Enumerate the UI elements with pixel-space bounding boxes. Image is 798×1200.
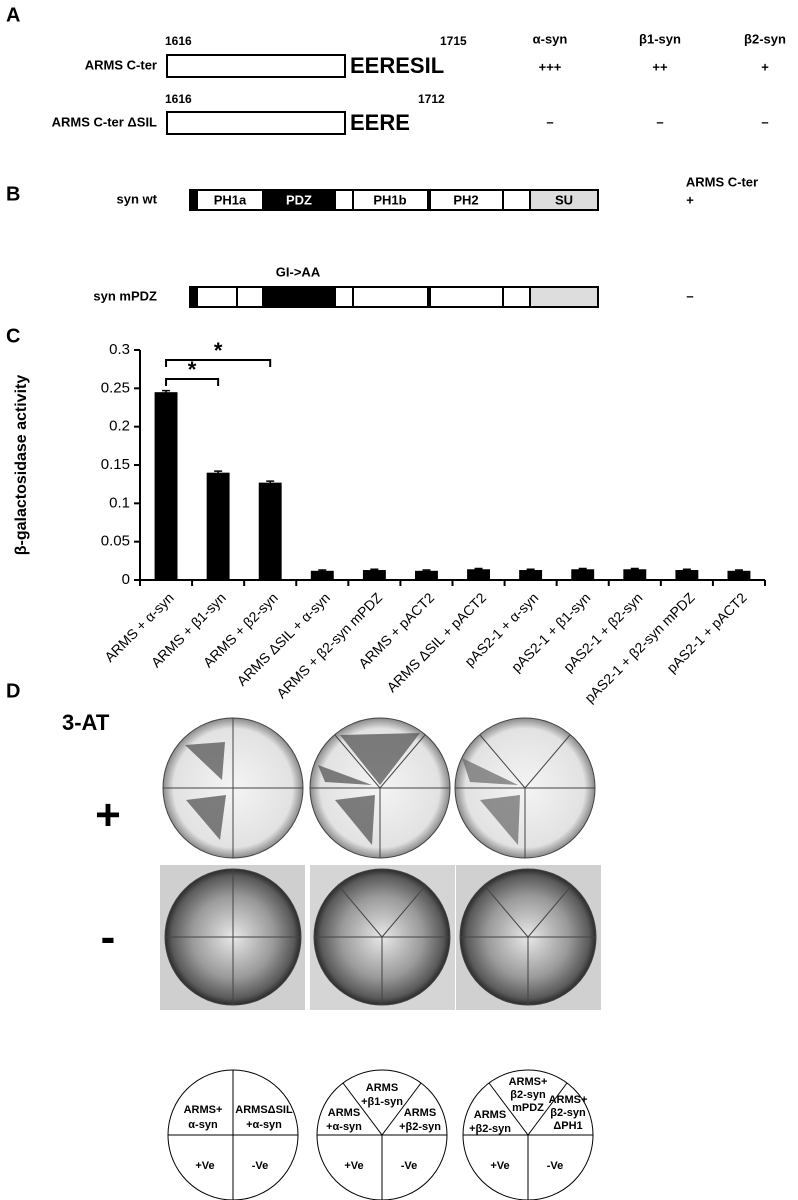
bar bbox=[571, 569, 595, 580]
error-bar bbox=[734, 569, 743, 573]
y-tick-label: 0 bbox=[122, 571, 130, 588]
row-label: - bbox=[101, 913, 116, 962]
sector-label: -Ve bbox=[401, 1160, 418, 1172]
error-bar bbox=[630, 567, 639, 571]
significance-bracket bbox=[165, 378, 220, 386]
result: – bbox=[686, 288, 693, 303]
sector-label: +Ve bbox=[490, 1160, 509, 1172]
result: +++ bbox=[539, 59, 562, 74]
y-axis-label: β-galactosidase activity bbox=[13, 375, 30, 556]
result: – bbox=[656, 114, 663, 129]
domain-label: PDZ bbox=[286, 192, 312, 207]
panel-a: A α-syn β1-syn β2-syn 1616 1715 ARMS C-t… bbox=[6, 4, 786, 135]
sector-label: -Ve bbox=[547, 1160, 564, 1172]
sequence: EERE bbox=[350, 110, 410, 135]
panel-c: C β-galactosidase activity 0 0.05 0.1 0.15 0… bbox=[6, 325, 766, 706]
panel-d: D 3-AT + - bbox=[6, 680, 601, 1200]
row-name: ARMS C-ter ΔSIL bbox=[52, 114, 157, 129]
residue-end: 1712 bbox=[418, 92, 445, 106]
construct-box bbox=[166, 111, 346, 135]
error-bar bbox=[370, 568, 379, 572]
error-bar bbox=[266, 480, 275, 485]
bar bbox=[362, 570, 386, 580]
error-bar bbox=[474, 567, 483, 571]
construct-name: syn mPDZ bbox=[93, 288, 157, 303]
panel-label: B bbox=[6, 183, 20, 205]
error-bar bbox=[318, 569, 327, 573]
y-tick-label: 0.2 bbox=[109, 418, 130, 435]
construct-name: syn wt bbox=[117, 191, 158, 206]
bar bbox=[258, 482, 282, 580]
y-tick-label: 0.1 bbox=[109, 494, 130, 511]
condition-label: 3-AT bbox=[62, 710, 110, 735]
y-tick-label: 0.3 bbox=[109, 341, 130, 358]
domain-bar bbox=[189, 189, 599, 211]
column-header: β2-syn bbox=[744, 31, 786, 46]
sector-label: -Ve bbox=[252, 1160, 269, 1172]
domain-label: PH1b bbox=[373, 192, 406, 207]
result: – bbox=[761, 114, 768, 129]
sector-label: ARMS +β1-syn bbox=[361, 1082, 403, 1108]
error-bar bbox=[162, 389, 171, 395]
error-bar bbox=[682, 568, 691, 572]
sector-label: ARMS +β2-syn bbox=[469, 1109, 511, 1135]
bar bbox=[415, 570, 438, 580]
sector-label: ARMS+α-syn bbox=[326, 1107, 362, 1133]
bar bbox=[623, 569, 647, 580]
residue-end: 1715 bbox=[440, 34, 467, 48]
significance-star: * bbox=[214, 338, 223, 363]
column-header: α-syn bbox=[533, 31, 568, 46]
result: + bbox=[761, 59, 769, 74]
bar bbox=[519, 570, 543, 580]
result: – bbox=[546, 114, 553, 129]
panel-label: C bbox=[6, 325, 20, 347]
x-tick-label: ARMS + β2-syn mPDZ bbox=[273, 589, 385, 701]
mutation-label: GI->AA bbox=[276, 264, 321, 279]
bar bbox=[310, 570, 334, 580]
sector-label: ARMS+ β2-syn ΔPH1 bbox=[549, 1094, 588, 1132]
error-bar bbox=[578, 567, 587, 571]
sector-label: ARMS+α-syn bbox=[184, 1104, 223, 1131]
bar bbox=[467, 569, 490, 580]
error-bar bbox=[526, 568, 535, 572]
construct-box bbox=[166, 54, 346, 78]
residue-start: 1616 bbox=[165, 34, 192, 48]
bar bbox=[727, 570, 751, 580]
x-tick-label: ARMS ΔSIL + pACT2 bbox=[383, 589, 489, 695]
row-label: + bbox=[95, 791, 121, 840]
x-tick-label: ARMS ΔSIL + α-syn bbox=[234, 589, 333, 688]
panel-label: A bbox=[6, 4, 20, 26]
result: ++ bbox=[652, 59, 668, 74]
panel-b: B ARMS C-ter syn wt PH1a PDZ PH1b PH2 SU… bbox=[6, 174, 758, 308]
sector-label: +Ve bbox=[195, 1160, 214, 1172]
y-tick-label: 0.15 bbox=[101, 456, 130, 473]
result: + bbox=[686, 192, 694, 207]
error-bar bbox=[214, 470, 223, 475]
significance-bracket bbox=[165, 359, 272, 367]
sector-label: ARMS+ β2-syn mPDZ bbox=[509, 1076, 548, 1114]
y-tick-label: 0.25 bbox=[101, 379, 130, 396]
column-header: β1-syn bbox=[639, 31, 681, 46]
domain-label: PH1a bbox=[214, 192, 247, 207]
error-bar bbox=[422, 569, 431, 573]
y-tick-label: 0.05 bbox=[101, 533, 130, 550]
domain-label: PH2 bbox=[453, 192, 478, 207]
bar bbox=[154, 392, 178, 580]
sector-label: +Ve bbox=[344, 1160, 363, 1172]
sector-label: ARMSΔSIL +α-syn bbox=[235, 1104, 293, 1131]
significance-star: * bbox=[188, 357, 197, 382]
residue-start: 1616 bbox=[165, 92, 192, 106]
bar bbox=[206, 472, 230, 580]
panel-label: D bbox=[6, 680, 20, 702]
plate-diagrams bbox=[167, 1069, 594, 1200]
row-name: ARMS C-ter bbox=[85, 57, 157, 72]
bar bbox=[675, 570, 699, 580]
sequence: EERESIL bbox=[350, 53, 444, 78]
domain-bar bbox=[189, 286, 599, 308]
domain-label: SU bbox=[555, 192, 573, 207]
sector-label: ARMS +β2-syn bbox=[399, 1107, 441, 1133]
column-header: ARMS C-ter bbox=[686, 174, 758, 189]
plate-photos bbox=[160, 717, 601, 1010]
